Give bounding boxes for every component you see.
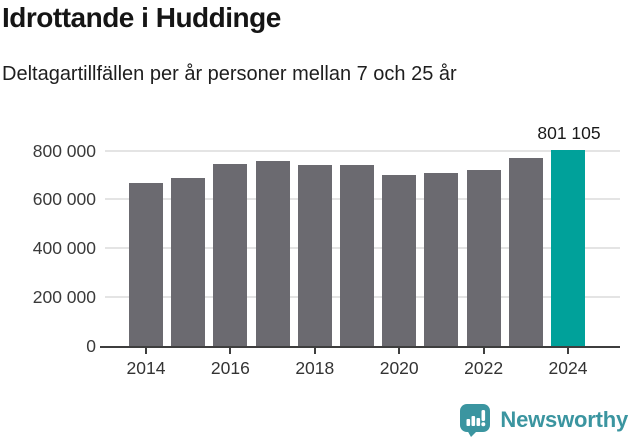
brand-footer: Newsworthy [458,402,628,437]
bar-2018 [297,165,332,346]
x-axis-tick [398,348,401,354]
x-axis-line [100,346,620,348]
x-axis-tick-label: 2014 [126,358,166,378]
gridline-800000 [105,149,620,152]
chart-title: Idrottande i Huddinge [2,2,281,33]
brand-name: Newsworthy [500,406,628,432]
bar-2024 [551,150,585,346]
bar-2021 [424,173,459,346]
chart-subtitle: Deltagartillfällen per år personer mella… [2,63,457,85]
bar-2016 [213,163,248,346]
bar-2017 [255,161,290,346]
x-axis-tick-label: 2018 [295,358,335,378]
x-axis-tick-label: 2016 [210,358,250,378]
bar-2014 [129,182,163,346]
x-axis-tick-label: 2022 [464,358,504,378]
bar-2022 [466,169,501,346]
bar-2019 [340,164,374,346]
bar-2015 [171,177,206,346]
x-axis-tick-label: 2020 [379,358,419,378]
y-axis-tick-label: 800 000 [32,140,96,161]
x-axis-tick [313,348,316,354]
bar-chart: 0 200 000 400 000 600 000 800 000 2014 2016 201… [0,100,631,400]
x-axis-tick-label: 2024 [548,358,588,378]
y-axis-tick-label: 200 000 [32,287,96,308]
x-axis-tick [567,348,569,354]
y-axis-tick-label: 0 [86,336,96,356]
y-axis-tick-label: 400 000 [32,238,96,259]
highlight-value-label: 801 105 [537,123,601,144]
bar-2020 [382,175,417,346]
x-axis-tick [482,348,485,354]
x-axis-tick [229,348,232,354]
bar-2023 [508,157,543,346]
newsworthy-logo-icon [460,404,491,437]
y-axis-tick-label: 600 000 [32,189,96,210]
x-axis-tick [145,348,147,354]
